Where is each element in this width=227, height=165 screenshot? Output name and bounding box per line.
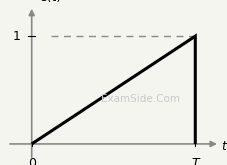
Text: s(t): s(t) xyxy=(40,0,61,4)
Text: t: t xyxy=(222,140,226,153)
Text: 0: 0 xyxy=(28,157,36,165)
Text: T: T xyxy=(191,157,199,165)
Text: ExamSide.Com: ExamSide.Com xyxy=(101,94,180,104)
Text: 1: 1 xyxy=(12,30,20,43)
